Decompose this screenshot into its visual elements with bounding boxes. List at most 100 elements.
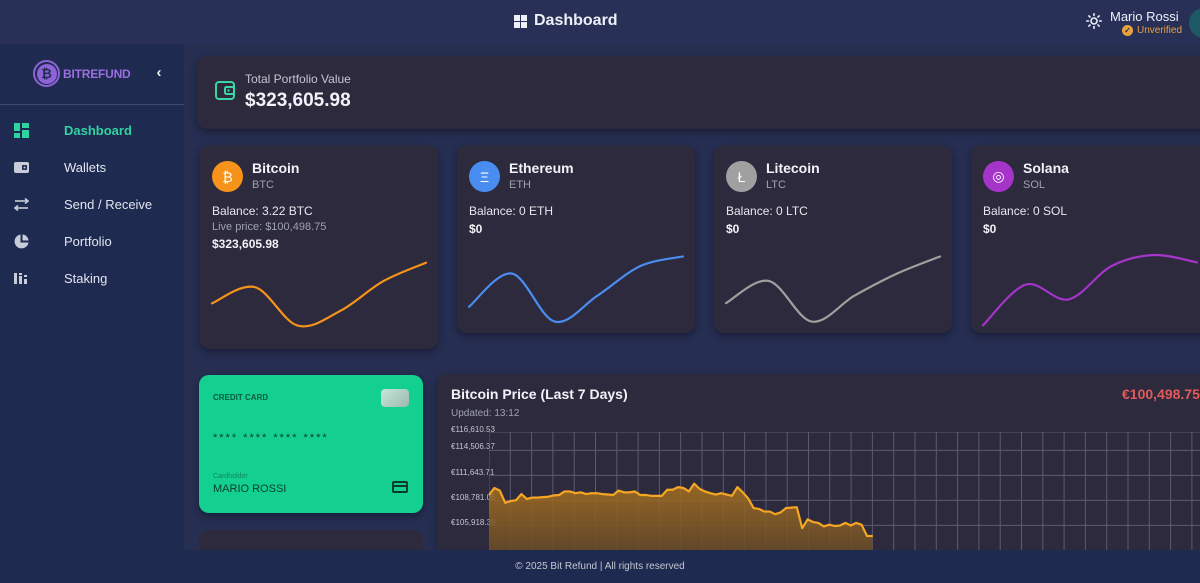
sidebar-nav: Dashboard Wallets Send / Receive Portfol… [0,112,184,297]
sun-icon[interactable] [1086,13,1102,29]
price-point [623,491,625,494]
price-point [844,522,847,524]
price-point [796,506,798,508]
price-point [650,495,652,497]
sidebar-item-wallets[interactable]: Wallets [0,149,184,186]
price-point [812,521,814,523]
chart-title: Bitcoin Price (Last 7 Days) [451,386,628,402]
coin-usd-value: $0 [983,222,997,236]
coin-card-litecoin[interactable]: Ł Litecoin LTC Balance: 0 LTC $0 [714,145,952,333]
sidebar-item-send-receive[interactable]: Send / Receive [0,186,184,223]
price-point [596,492,598,495]
price-point [531,496,533,499]
price-point [774,513,776,515]
price-point [785,507,787,509]
cardholder-label: Cardholder [213,473,248,480]
price-point [639,494,641,496]
price-point [580,491,582,494]
price-point [607,493,609,496]
user-menu[interactable]: Mario Rossi ✓ Unverified [1086,9,1182,36]
y-tick-label: €116,610.53 [451,425,495,434]
price-point [688,490,690,493]
y-tick-label: €108,781.05 [451,493,496,502]
avatar[interactable] [1189,8,1200,38]
sidebar-item-portfolio[interactable]: Portfolio [0,223,184,260]
sparkline [724,255,942,323]
bitcoin-icon: ₿ [212,161,243,192]
current-price: €100,498.75 [1122,386,1200,402]
sidebar-item-dashboard[interactable]: Dashboard [0,112,184,149]
price-point [747,497,749,500]
card-number: **** **** **** **** [213,432,329,444]
coin-name: Litecoin [766,160,820,176]
y-tick-label: €114,506.37 [451,442,495,451]
price-point [731,495,733,497]
price-point [542,496,544,498]
verification-status: ✓ Unverified [1122,25,1182,36]
price-point [855,522,857,524]
price-point [720,492,722,495]
price-point [558,494,560,496]
price-point [763,510,766,513]
sparkline-path [210,261,428,328]
main-content: Total Portfolio Value $323,605.98 ₿ Bitc… [184,44,1200,550]
price-point [758,508,760,510]
price-point [585,493,587,495]
coin-usd-value: $0 [726,222,740,236]
coin-usd-value: $323,605.98 [212,237,279,251]
sidebar-item-label: Wallets [64,160,107,175]
brand-logo[interactable]: ₿ BITREFUND [33,60,131,87]
price-point [715,493,717,496]
coin-card-ethereum[interactable]: Ξ Ethereum ETH Balance: 0 ETH $0 [457,145,695,333]
price-point [628,491,631,494]
price-point [779,511,782,514]
litecoin-icon: Ł [726,161,757,192]
sidebar-item-label: Dashboard [64,123,132,138]
sidebar: ₿ BITREFUND ‹ Dashboard Wallets Send / R… [0,44,184,550]
arrows-exchange-icon [14,197,29,212]
price-point [801,527,803,529]
coin-name: Solana [1023,160,1069,176]
footer-copyright: © 2025 Bit Refund | All rights reserved [515,561,685,572]
price-point [790,506,793,509]
price-point [590,492,593,495]
chart-updated-time: Updated: 13:12 [451,408,520,419]
coin-card-bitcoin[interactable]: ₿ Bitcoin BTC Balance: 3.22 BTC Live pri… [200,145,438,349]
cardholder-name: MARIO ROSSI [213,483,287,495]
price-area [489,483,873,550]
price-point [634,490,636,493]
price-point [520,493,523,495]
pie-chart-icon [14,234,29,249]
price-point [860,523,863,526]
top-bar: Dashboard Mario Rossi ✓ Unverified [0,0,1200,44]
price-point [547,495,550,498]
sidebar-item-label: Portfolio [64,234,112,249]
sidebar-item-label: Staking [64,271,108,286]
brand-name: BITREFUND [63,66,131,81]
ethereum-icon: Ξ [469,161,500,192]
coin-name: Bitcoin [252,160,300,176]
coin-balance: Balance: 0 SOL [983,204,1068,218]
card-chip [381,389,409,407]
price-point [601,493,604,495]
price-point [742,491,744,494]
price-point [666,488,668,491]
price-point [644,494,647,496]
sparkline [981,253,1199,327]
price-point [574,492,577,495]
dashboard-grid-icon [514,14,527,28]
price-chart-plot[interactable] [489,432,1200,550]
price-point [526,498,528,500]
price-point [871,535,874,537]
price-point [839,524,841,527]
sidebar-item-staking[interactable]: Staking [0,260,184,297]
coin-balance: Balance: 0 LTC [726,204,808,218]
footer: © 2025 Bit Refund | All rights reserved [0,550,1200,583]
coin-card-solana[interactable]: ◎ Solana SOL Balance: 0 SOL $0 [971,145,1200,333]
coin-name: Ethereum [509,160,574,176]
coin-symbol: ETH [509,179,531,191]
credit-card[interactable]: CREDIT CARD **** **** **** **** Cardhold… [199,375,423,513]
wallet-icon [14,162,29,173]
chevron-left-icon[interactable]: ‹ [156,64,162,81]
price-point [553,494,555,497]
